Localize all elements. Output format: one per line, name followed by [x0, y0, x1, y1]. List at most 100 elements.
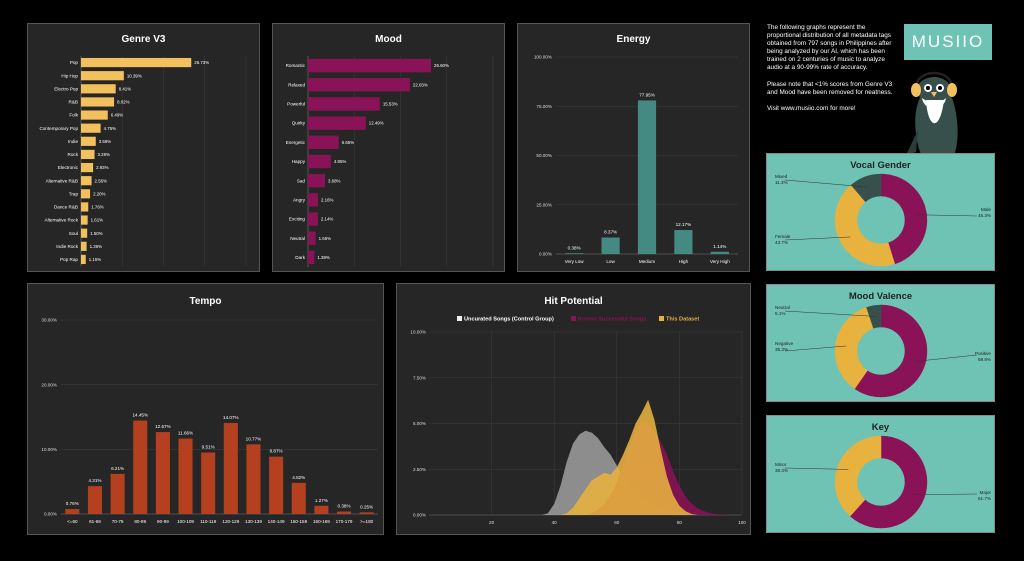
category-label: Dark [295, 255, 305, 260]
value-label: 0.38% [568, 245, 581, 250]
value-label: 15.53% [383, 102, 398, 107]
value-label: 22.03% [413, 82, 428, 87]
musiio-logo[interactable]: MUSIIO [904, 24, 992, 60]
legend-dataset-label: This Dataset [666, 317, 699, 323]
info-paragraph-3[interactable]: Visit www.musiio.com for more! [767, 104, 856, 112]
value-label: 9.51% [202, 445, 215, 450]
value-label: 0.25% [360, 504, 373, 509]
bar [308, 97, 380, 111]
value-label: 1.27% [315, 498, 328, 503]
legend-control-swatch [457, 316, 462, 321]
category-label: 70-79 [112, 519, 124, 524]
value-label: 11.66% [178, 431, 193, 436]
category-label: 61-69 [89, 519, 101, 524]
value-label: 14.07% [223, 415, 239, 420]
bar [81, 215, 88, 225]
value-label: 4.31% [88, 478, 101, 483]
genre-bar-chart: 0.00% 10.00% 20.00% 30.00% 40.00% Pop 26.73% Hi… [39, 56, 254, 273]
bird-mascot-icon [906, 71, 958, 183]
category-label: Neutral [290, 236, 305, 241]
category-label: Sad [297, 178, 306, 183]
category-label: Energetic [286, 140, 306, 145]
mood-valence-chart-panel: Mood Valence Positive 59.8% Negative 35.3% N… [766, 284, 995, 402]
slice-value-label: 38.3% [775, 468, 788, 473]
y-tick-label: 7.50% [413, 375, 426, 380]
bar [81, 97, 115, 107]
key-chart-title: Key [871, 422, 890, 433]
x-tick-label: 40 [552, 520, 558, 525]
info-paragraph-2: Please note that <1% scores from Genre V… [767, 80, 893, 96]
bar [81, 84, 116, 94]
value-label: 2.93% [96, 165, 109, 170]
y-tick-label: 25.00% [536, 202, 552, 207]
leader-line [784, 310, 876, 317]
category-label: 110-119 [200, 519, 217, 524]
slice-label: Positive [975, 351, 992, 356]
value-label: 14.45% [132, 413, 148, 418]
bar [223, 423, 238, 514]
donut-slice [880, 173, 928, 265]
category-label: Happy [292, 159, 306, 164]
x-tick-label: 20 [489, 520, 495, 525]
value-label: 10.77% [246, 436, 262, 441]
donut-slice [849, 435, 928, 529]
bar [308, 193, 318, 207]
category-label: 100-109 [177, 519, 194, 524]
slice-value-label: 5.1% [775, 311, 785, 316]
bar [110, 473, 125, 514]
bar [308, 78, 410, 92]
category-label: Indie Rock [56, 244, 78, 249]
slice-value-label: 59.8% [978, 357, 991, 362]
bar [65, 509, 80, 514]
bar [81, 149, 95, 160]
x-tick-label: 40.00% [238, 272, 253, 273]
value-label: 1.61% [91, 218, 104, 223]
value-label: 12.49% [369, 121, 384, 126]
category-label: Folk [69, 113, 78, 118]
category-label: Contemporary Pop [39, 126, 78, 131]
y-tick-label: 75.00% [536, 104, 552, 109]
slice-value-label: 43.7% [775, 240, 788, 245]
category-label: Rock [68, 152, 79, 157]
bar [81, 136, 96, 146]
hit-potential-chart-panel: Hit Potential 0.00% 2.50% 5.00% 7.50% 10.00%… [396, 283, 751, 535]
category-label: Low [606, 259, 615, 264]
category-label: 80-89 [134, 519, 146, 524]
bar [337, 511, 352, 514]
bar [308, 231, 316, 245]
bar [269, 456, 284, 514]
value-label: 1.50% [90, 231, 103, 236]
category-label: Dance R&B [54, 205, 78, 210]
legend-successful-swatch [571, 316, 576, 321]
category-label: Electro Pop [54, 86, 78, 91]
category-label: 140-149 [268, 519, 285, 524]
value-label: 3.58% [99, 139, 112, 144]
bar [601, 237, 620, 254]
mood-chart-title: Mood [375, 34, 402, 45]
value-label: 10.39% [127, 73, 142, 78]
value-label: 2.14% [321, 217, 334, 222]
y-tick-label: 20.00% [41, 382, 57, 387]
category-label: Very Low [565, 259, 585, 264]
slice-value-label: 35.3% [775, 347, 788, 352]
leader-line [784, 236, 851, 241]
leader-line [914, 354, 978, 362]
bar [308, 154, 331, 169]
bar [308, 250, 315, 265]
value-label: 6.21% [111, 466, 124, 471]
value-label: 3.68% [328, 178, 341, 183]
bar [178, 438, 193, 514]
slice-label: Negative [775, 341, 794, 346]
category-label: Powerful [287, 102, 305, 107]
category-label: Quirky [292, 121, 306, 126]
category-label: Medium [639, 259, 656, 264]
tempo-bar-chart: 0.00% 10.00% 20.00% 30.00% 0.76% <=60 4.31% 61-… [41, 318, 378, 524]
value-label: 8.37% [604, 230, 617, 235]
bar [565, 253, 584, 254]
bar [81, 71, 124, 81]
value-label: 2.20% [93, 191, 106, 196]
slice-value-label: 11.3% [775, 180, 788, 185]
category-label: Relaxed [288, 82, 305, 87]
x-tick-label: 100 [738, 520, 746, 525]
